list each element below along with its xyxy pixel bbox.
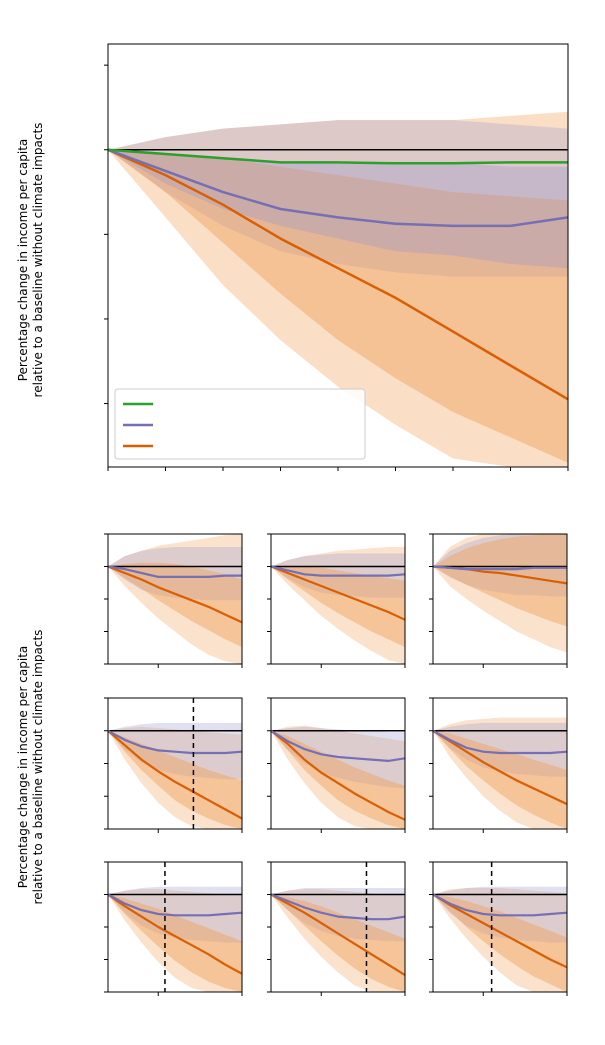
rcp85-outer-band	[433, 534, 567, 653]
plot-area	[108, 698, 242, 829]
rcp26-line	[108, 893, 242, 917]
rcp85-outer-band	[433, 717, 567, 829]
legend	[114, 388, 366, 460]
panel-j	[429, 861, 568, 996]
rcp85-line	[108, 565, 242, 624]
plot-area	[433, 717, 567, 829]
mitigation-line	[108, 148, 568, 165]
rcp85-inner-band	[271, 566, 405, 648]
rcp26-inner-band	[108, 149, 568, 269]
rcp26-line	[271, 565, 405, 577]
rcp85-line	[271, 729, 405, 821]
rcp26-outer-band	[433, 722, 567, 777]
panel-a	[104, 43, 569, 471]
panel-g	[429, 697, 568, 833]
plot-area	[108, 534, 242, 664]
panel-h	[104, 861, 243, 996]
rcp26-line	[271, 729, 405, 762]
rcp85-inner-band	[433, 894, 567, 992]
rcp85-inner-band	[108, 730, 242, 829]
rcp85-line	[271, 565, 405, 621]
rcp85-inner-band	[433, 730, 567, 829]
rcp85-inner-band	[271, 730, 405, 829]
plot-area	[271, 547, 405, 664]
rcp26-line	[433, 893, 567, 917]
rcp26-line	[433, 565, 567, 571]
rcp85-inner-band	[108, 149, 568, 463]
rcp85-outer-band	[108, 111, 568, 467]
plot-area	[108, 862, 242, 992]
rcp26-line	[271, 893, 405, 921]
panel-e	[104, 697, 243, 833]
rcp26-line	[108, 148, 568, 228]
plot-area	[433, 862, 567, 992]
rcp85-inner-band	[108, 562, 242, 648]
rcp85-line	[433, 893, 567, 969]
plot-area	[271, 862, 405, 992]
rcp85-line	[108, 729, 242, 820]
ylabel-top-line1: Percentage change in income per capita	[16, 139, 30, 382]
plot-area	[108, 111, 568, 467]
rcp26-outer-band	[433, 534, 567, 597]
plot-area	[433, 534, 567, 653]
panel-i	[267, 861, 406, 996]
rcp85-inner-band	[108, 894, 242, 992]
rcp85-line	[271, 893, 405, 977]
rcp85-line	[108, 148, 568, 401]
rcp26-outer-band	[271, 888, 405, 942]
panel-f	[267, 697, 406, 833]
rcp85-outer-band	[271, 889, 405, 992]
rcp26-line	[433, 729, 567, 755]
ylabel-top-line2: relative to a baseline without climate i…	[31, 123, 45, 398]
panel-b	[104, 533, 243, 668]
ylabel-bottom-line1: Percentage change in income per capita	[16, 646, 30, 889]
rcp26-outer-band	[108, 547, 242, 601]
rcp85-line	[108, 893, 242, 975]
panel-d	[429, 533, 568, 668]
rcp85-inner-band	[271, 894, 405, 992]
legend-box	[114, 388, 366, 460]
rcp26-line	[108, 565, 242, 578]
rcp85-inner-band	[433, 534, 567, 627]
plot-area	[271, 725, 405, 829]
rcp26-line	[108, 729, 242, 755]
rcp85-line	[433, 729, 567, 806]
ylabel-bottom-line2: relative to a baseline without climate i…	[31, 630, 45, 905]
panel-c	[267, 533, 406, 668]
